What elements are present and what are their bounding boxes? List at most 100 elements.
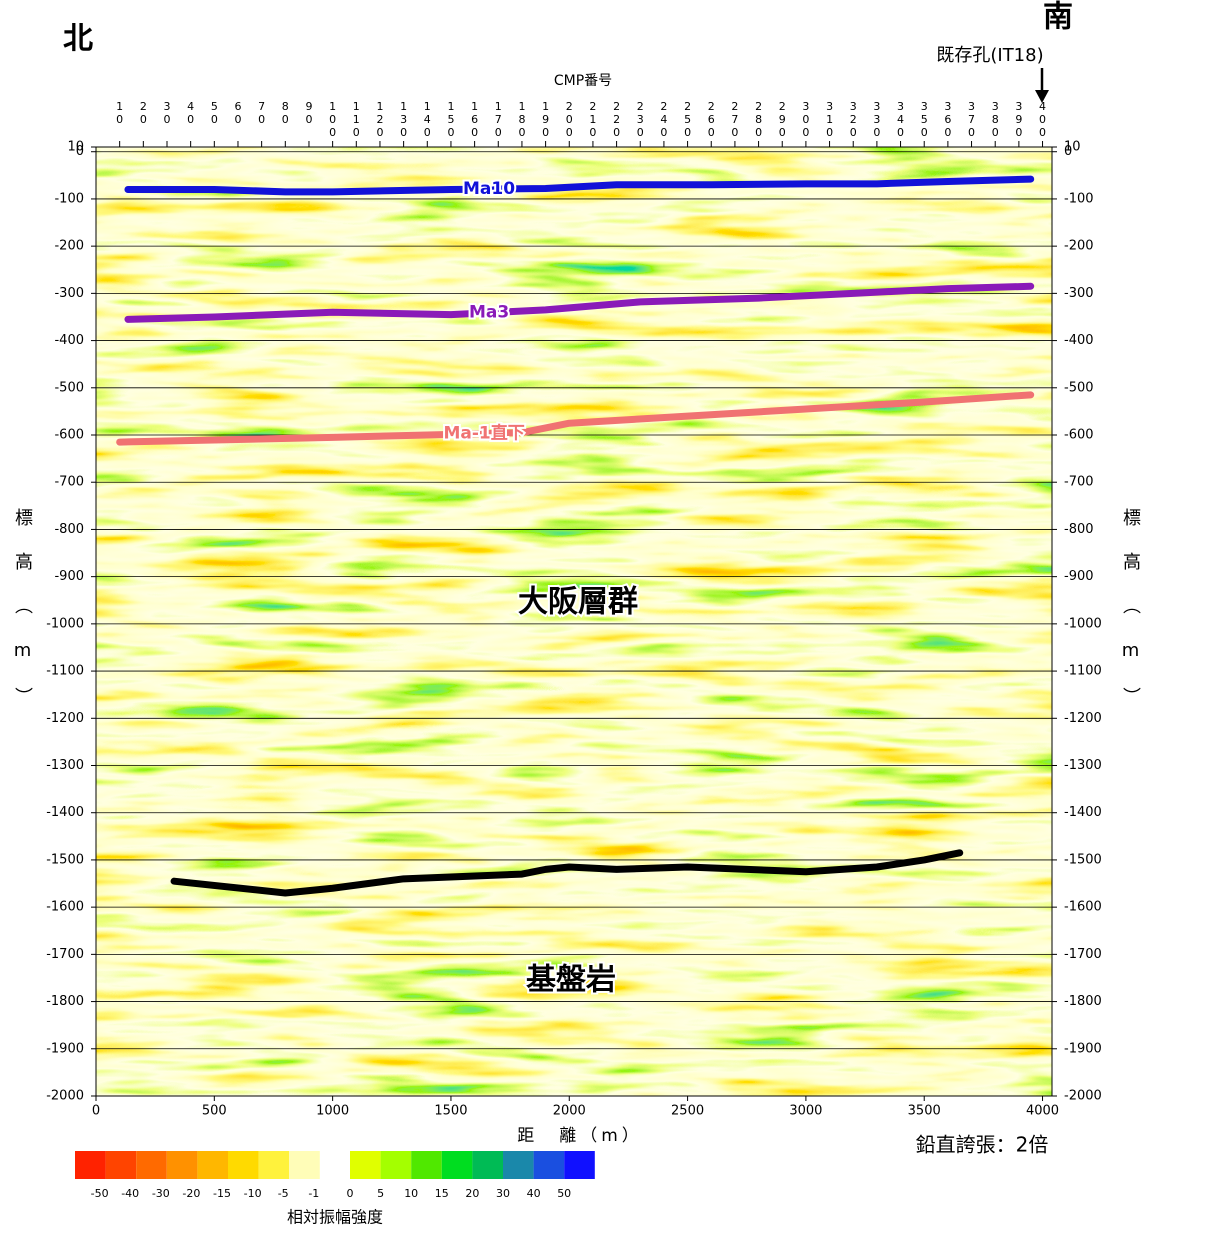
x2-tick-label: 330 [870, 100, 883, 139]
colorbar-label: -15 [213, 1187, 231, 1200]
colorbar-swatch [105, 1151, 137, 1179]
horizon-label: Ma10 [463, 179, 515, 199]
x-tick-label: 2000 [553, 1104, 586, 1119]
y-tick-label: 10 [67, 140, 84, 155]
colorbar-label: 30 [496, 1187, 510, 1200]
x2-tick-label: 100 [326, 100, 339, 139]
colorbar-swatch [228, 1151, 259, 1179]
colorbar-swatch [411, 1151, 442, 1179]
south-label: 南 [1043, 0, 1073, 35]
formation-label: 大阪層群 [518, 585, 638, 620]
y-axis-title: 標高（m） [12, 508, 33, 731]
y-tick-label: -1800 [1064, 994, 1102, 1009]
colorbar-swatch [136, 1151, 167, 1179]
colorbar-label: -20 [182, 1187, 200, 1200]
y-tick-label: -100 [1064, 191, 1094, 206]
x2-tick-label: 320 [847, 100, 860, 139]
x2-tick-label: 140 [421, 100, 434, 139]
horizon-label: Ma3 [469, 303, 509, 323]
colorbar-title: 相対振幅強度 [287, 1208, 383, 1227]
x2-tick-label: 50 [208, 100, 221, 126]
y-tick-label: -1000 [1064, 616, 1102, 631]
plot-layer [116, 175, 1035, 897]
x2-tick-label: 240 [657, 100, 670, 139]
colorbar-label: 20 [465, 1187, 479, 1200]
y-tick-label: -1100 [1064, 664, 1102, 679]
x2-tick-label: 80 [279, 100, 292, 126]
x2-tick-label: 340 [894, 100, 907, 139]
colorbar-swatch [380, 1151, 412, 1179]
x2-tick-label: 120 [373, 100, 386, 139]
y-tick-label: -700 [54, 475, 84, 490]
x2-tick-label: 90 [302, 100, 315, 126]
y-tick-label: -800 [54, 522, 84, 537]
borehole-label: 既存孔(IT18) [936, 45, 1043, 66]
x2-tick-label: 20 [137, 100, 150, 126]
colorbar-label: 5 [377, 1187, 384, 1200]
x2-tick-label: 280 [752, 100, 765, 139]
y-tick-label: -600 [54, 428, 84, 443]
y-tick-label: 10 [1064, 140, 1081, 155]
x2-tick-label: 150 [444, 100, 457, 139]
y-tick-label: -1500 [46, 852, 84, 867]
y-tick-label: -300 [1064, 286, 1094, 301]
x2-tick-label: 250 [681, 100, 694, 139]
x2-tick-label: 380 [989, 100, 1002, 139]
y-tick-label: -1600 [46, 900, 84, 915]
colorbar-label: -5 [278, 1187, 289, 1200]
colorbar-swatch [564, 1151, 595, 1179]
y-tick-label: -1600 [1064, 900, 1102, 915]
horizon-line [116, 391, 1035, 446]
y-tick-label: -1200 [1064, 711, 1102, 726]
colorbar-swatch [258, 1151, 290, 1179]
exaggeration-note: 鉛直誇張：2倍 [916, 1133, 1049, 1157]
colorbar-label: -1 [308, 1187, 319, 1200]
y-tick-label: -1000 [46, 616, 84, 631]
x2-tick-label: 200 [563, 100, 576, 139]
colorbar-label: 40 [527, 1187, 541, 1200]
x2-tick-label: 190 [539, 100, 552, 139]
y-tick-label: -1900 [46, 1041, 84, 1056]
y-tick-label: -200 [1064, 239, 1094, 254]
colorbar-swatch [166, 1151, 198, 1179]
colorbar-swatch [503, 1151, 534, 1179]
x-tick-label: 500 [202, 1104, 227, 1119]
colorbar-swatch [472, 1151, 503, 1179]
y-tick-label: -800 [1064, 522, 1094, 537]
x2-tick-label: 300 [799, 100, 812, 139]
x2-tick-label: 230 [634, 100, 647, 139]
y-tick-label: -600 [1064, 428, 1094, 443]
x-tick-label: 3500 [908, 1104, 941, 1119]
colorbar-label: 15 [435, 1187, 449, 1200]
y-tick-label: -1400 [46, 805, 84, 820]
x-tick-label: 0 [92, 1104, 100, 1119]
y-tick-label: -1400 [1064, 805, 1102, 820]
colorbar-swatch [350, 1151, 381, 1179]
x2-tick-label: 40 [184, 100, 197, 126]
x-tick-label: 4000 [1026, 1104, 1059, 1119]
colorbar-label: -10 [244, 1187, 262, 1200]
colorbar-label: -40 [121, 1187, 139, 1200]
x2-tick-label: 10 [113, 100, 126, 126]
colorbar-label: 10 [404, 1187, 418, 1200]
y-tick-label: -200 [54, 239, 84, 254]
north-label: 北 [63, 22, 93, 57]
y-tick-label: -1900 [1064, 1041, 1102, 1056]
horizon-line [170, 849, 964, 897]
horizon-label: Ma-1直下 [443, 423, 524, 444]
y-tick-label: -1500 [1064, 852, 1102, 867]
x2-tick-label: 170 [492, 100, 505, 139]
x2-tick-label: 30 [160, 100, 173, 126]
y-tick-label: -400 [54, 333, 84, 348]
y-tick-label: -1100 [46, 664, 84, 679]
colorbar-swatch [289, 1151, 320, 1179]
colorbar-label: -50 [91, 1187, 109, 1200]
y-tick-label: -1200 [46, 711, 84, 726]
y-tick-label: -1800 [46, 994, 84, 1009]
x-tick-label: 3000 [789, 1104, 822, 1119]
y-tick-label: 0 [1064, 144, 1072, 159]
borehole-arrowhead [1035, 90, 1049, 103]
y-tick-label: -900 [54, 569, 84, 584]
x2-tick-label: 70 [255, 100, 268, 126]
